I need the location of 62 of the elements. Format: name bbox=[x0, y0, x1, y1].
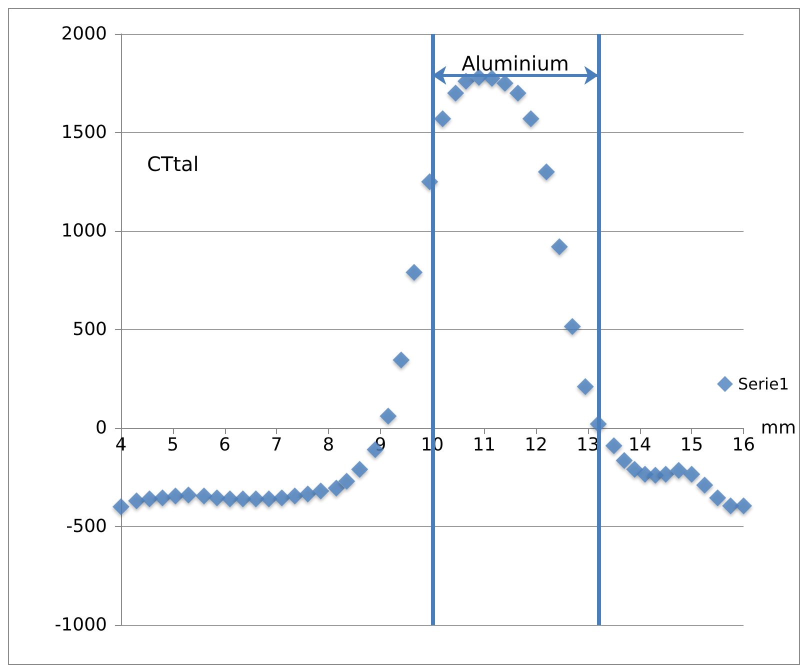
y-tick-label: 500 bbox=[72, 319, 107, 340]
point bbox=[154, 489, 172, 506]
point bbox=[221, 490, 238, 508]
point bbox=[696, 476, 714, 494]
y-tick-label: -500 bbox=[66, 516, 107, 537]
point bbox=[196, 487, 213, 504]
point bbox=[286, 487, 304, 504]
annotation: Aluminium bbox=[462, 51, 569, 76]
x-tick-label: 4 bbox=[115, 434, 127, 456]
point bbox=[351, 460, 368, 478]
x-tick-label: 11 bbox=[472, 434, 496, 456]
point bbox=[247, 490, 264, 508]
point bbox=[735, 497, 752, 514]
point bbox=[260, 490, 278, 508]
y-tick-label: 1500 bbox=[61, 122, 107, 143]
point bbox=[299, 485, 316, 502]
x-tick-label: 5 bbox=[167, 434, 179, 456]
point bbox=[657, 466, 674, 483]
point bbox=[208, 489, 226, 506]
point bbox=[434, 110, 452, 128]
point bbox=[722, 497, 740, 514]
point bbox=[683, 466, 700, 483]
x-tick-label: 12 bbox=[524, 434, 548, 456]
point bbox=[392, 352, 410, 369]
point bbox=[616, 452, 633, 470]
point bbox=[550, 238, 568, 256]
x-tick-label: 8 bbox=[322, 434, 334, 456]
point bbox=[141, 490, 158, 508]
point bbox=[406, 264, 423, 281]
y-axis-title: CTtal bbox=[147, 152, 199, 176]
y-tick-label: 0 bbox=[96, 418, 107, 438]
point bbox=[509, 84, 526, 102]
point bbox=[380, 408, 397, 425]
point bbox=[576, 378, 594, 396]
y-tick-label: 2000 bbox=[61, 24, 107, 44]
legend-label: Serie1 bbox=[738, 374, 789, 394]
y-tick-label: 1000 bbox=[61, 220, 107, 242]
point bbox=[166, 487, 184, 504]
x-tick-label: 7 bbox=[270, 434, 282, 456]
point bbox=[328, 480, 345, 497]
x-tick-label: 15 bbox=[680, 434, 704, 456]
x-axis-title: mm bbox=[760, 418, 796, 438]
point bbox=[522, 110, 540, 128]
y-tick-label: -1000 bbox=[54, 614, 107, 636]
x-tick-label: 6 bbox=[219, 434, 230, 456]
point bbox=[338, 472, 356, 490]
point bbox=[605, 437, 622, 454]
point bbox=[234, 490, 252, 508]
point bbox=[447, 84, 464, 102]
point bbox=[564, 318, 581, 336]
x-tick-label: 16 bbox=[732, 434, 756, 456]
point bbox=[709, 489, 726, 506]
point bbox=[128, 492, 146, 510]
x-tick-label: 13 bbox=[576, 434, 600, 456]
x-tick-label: 14 bbox=[628, 434, 652, 456]
point bbox=[273, 489, 290, 506]
point bbox=[670, 462, 688, 479]
point bbox=[112, 498, 130, 516]
point bbox=[626, 460, 644, 478]
point bbox=[180, 486, 197, 504]
point bbox=[538, 163, 555, 180]
point bbox=[312, 482, 330, 500]
